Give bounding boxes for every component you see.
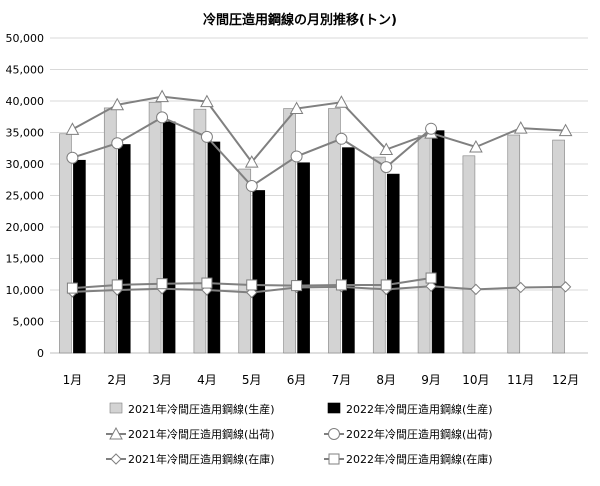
legend-swatch xyxy=(327,402,341,414)
bar-2021-production xyxy=(148,101,162,354)
bars xyxy=(59,101,565,354)
legend-label: 2022年冷間圧造用鋼線(生産) xyxy=(346,402,493,416)
legend-marker xyxy=(110,453,122,465)
data-point-triangle xyxy=(379,142,394,156)
data-point-square xyxy=(111,279,123,291)
data-point-circle xyxy=(335,132,348,145)
series-line-2 xyxy=(72,285,566,294)
legend-label: 2021年冷間圧造用鋼線(生産) xyxy=(128,402,275,416)
legend-label: 2022年冷間圧造用鋼線(出荷) xyxy=(346,427,493,441)
bar-2022-production xyxy=(252,190,266,354)
data-point-circle xyxy=(111,137,124,150)
y-tick-label: 35,000 xyxy=(6,127,45,140)
gridlines xyxy=(50,37,588,354)
data-point-diamond xyxy=(470,283,482,296)
legend-label: 2022年冷間圧造用鋼線(在庫) xyxy=(346,452,493,466)
data-point-diamond xyxy=(425,280,437,292)
x-tick-label: 12月 xyxy=(552,373,579,387)
y-axis: 0 5,000 10,000 15,000 20,000 25,000 30,000 35,0… xyxy=(6,32,45,360)
data-point-triangle xyxy=(469,139,483,153)
data-point-square xyxy=(156,278,168,290)
x-tick-label: 6月 xyxy=(287,373,307,387)
bar-2021-production xyxy=(238,168,252,354)
bar-2021-production xyxy=(552,139,565,354)
bar-2022-production xyxy=(162,121,176,354)
legend-label: 2021年冷間圧造用鋼線(出荷) xyxy=(128,427,275,441)
data-point-square xyxy=(66,282,78,294)
data-point-triangle xyxy=(244,155,259,168)
y-tick-label: 25,000 xyxy=(6,190,45,203)
bar-2021-production xyxy=(417,135,431,354)
bar-2021-production xyxy=(328,108,341,354)
data-point-square xyxy=(335,279,347,291)
y-tick-label: 10,000 xyxy=(6,284,45,297)
x-tick-label: 7月 xyxy=(332,373,352,387)
bar-2022-production xyxy=(117,144,131,354)
chart-title: 冷間圧造用鋼線の月別推移(トン) xyxy=(203,12,397,28)
bar-2022-production xyxy=(431,130,445,354)
bar-2022-production xyxy=(386,173,400,354)
data-point-circle xyxy=(245,180,258,193)
data-point-circle xyxy=(290,150,303,163)
bar-2021-production xyxy=(59,133,72,354)
data-point-triangle xyxy=(334,95,349,108)
legend-marker xyxy=(109,426,123,440)
data-point-circle xyxy=(66,151,79,164)
y-tick-label: 0 xyxy=(37,347,44,360)
bar-2021-production xyxy=(372,156,386,354)
legend-marker xyxy=(328,453,340,465)
y-tick-label: 20,000 xyxy=(6,221,45,234)
data-point-circle xyxy=(425,122,438,135)
x-tick-label: 1月 xyxy=(63,373,83,387)
data-point-square xyxy=(380,279,392,291)
y-tick-label: 30,000 xyxy=(6,158,45,171)
bar-2021-production xyxy=(507,134,521,354)
data-point-triangle xyxy=(289,101,304,115)
x-tick-label: 10月 xyxy=(462,373,489,387)
x-tick-label: 9月 xyxy=(421,373,441,387)
x-tick-label: 5月 xyxy=(242,373,262,387)
data-point-square xyxy=(425,272,437,284)
data-point-triangle xyxy=(110,97,125,111)
data-point-square xyxy=(201,277,213,289)
bar-2021-production xyxy=(193,108,207,354)
data-point-circle xyxy=(380,161,393,174)
bar-2021-production xyxy=(283,108,296,354)
y-tick-label: 40,000 xyxy=(6,95,45,108)
series-line-0 xyxy=(71,95,566,164)
legend-swatch xyxy=(109,402,123,414)
x-tick-label: 4月 xyxy=(197,373,217,387)
data-point-triangle xyxy=(65,122,80,135)
x-tick-label: 8月 xyxy=(376,373,396,387)
data-point-triangle xyxy=(155,89,169,103)
data-point-diamond xyxy=(515,281,527,294)
x-tick-label: 2月 xyxy=(107,373,127,387)
y-tick-label: 45,000 xyxy=(6,64,45,77)
bar-2021-production xyxy=(462,155,476,354)
data-point-circle xyxy=(200,130,213,143)
legend-label: 2021年冷間圧造用鋼線(在庫) xyxy=(128,452,275,466)
lines xyxy=(65,89,573,299)
data-point-diamond xyxy=(559,281,572,293)
bar-2022-production xyxy=(342,147,355,354)
data-point-square xyxy=(246,279,258,291)
bar-2022-production xyxy=(207,141,221,354)
bar-2022-production xyxy=(73,159,86,354)
y-tick-label: 5,000 xyxy=(13,316,45,329)
data-point-triangle xyxy=(513,121,528,134)
data-point-square xyxy=(291,280,303,292)
y-tick-label: 50,000 xyxy=(6,32,45,45)
x-axis: 1月 2月 3月 4月 5月 6月 7月 8月 9月 10月 11月 12月 xyxy=(63,373,580,387)
legend: 2021年冷間圧造用鋼線(生産) 2022年冷間圧造用鋼線(生産) 2021年冷間圧… xyxy=(106,402,493,466)
x-tick-label: 11月 xyxy=(507,373,534,387)
data-point-triangle xyxy=(558,123,573,137)
data-point-triangle xyxy=(200,94,214,108)
legend-marker xyxy=(328,428,340,440)
bar-2022-production xyxy=(297,162,310,354)
data-point-circle xyxy=(156,111,169,124)
x-tick-label: 3月 xyxy=(152,373,172,387)
y-tick-label: 15,000 xyxy=(6,253,45,266)
